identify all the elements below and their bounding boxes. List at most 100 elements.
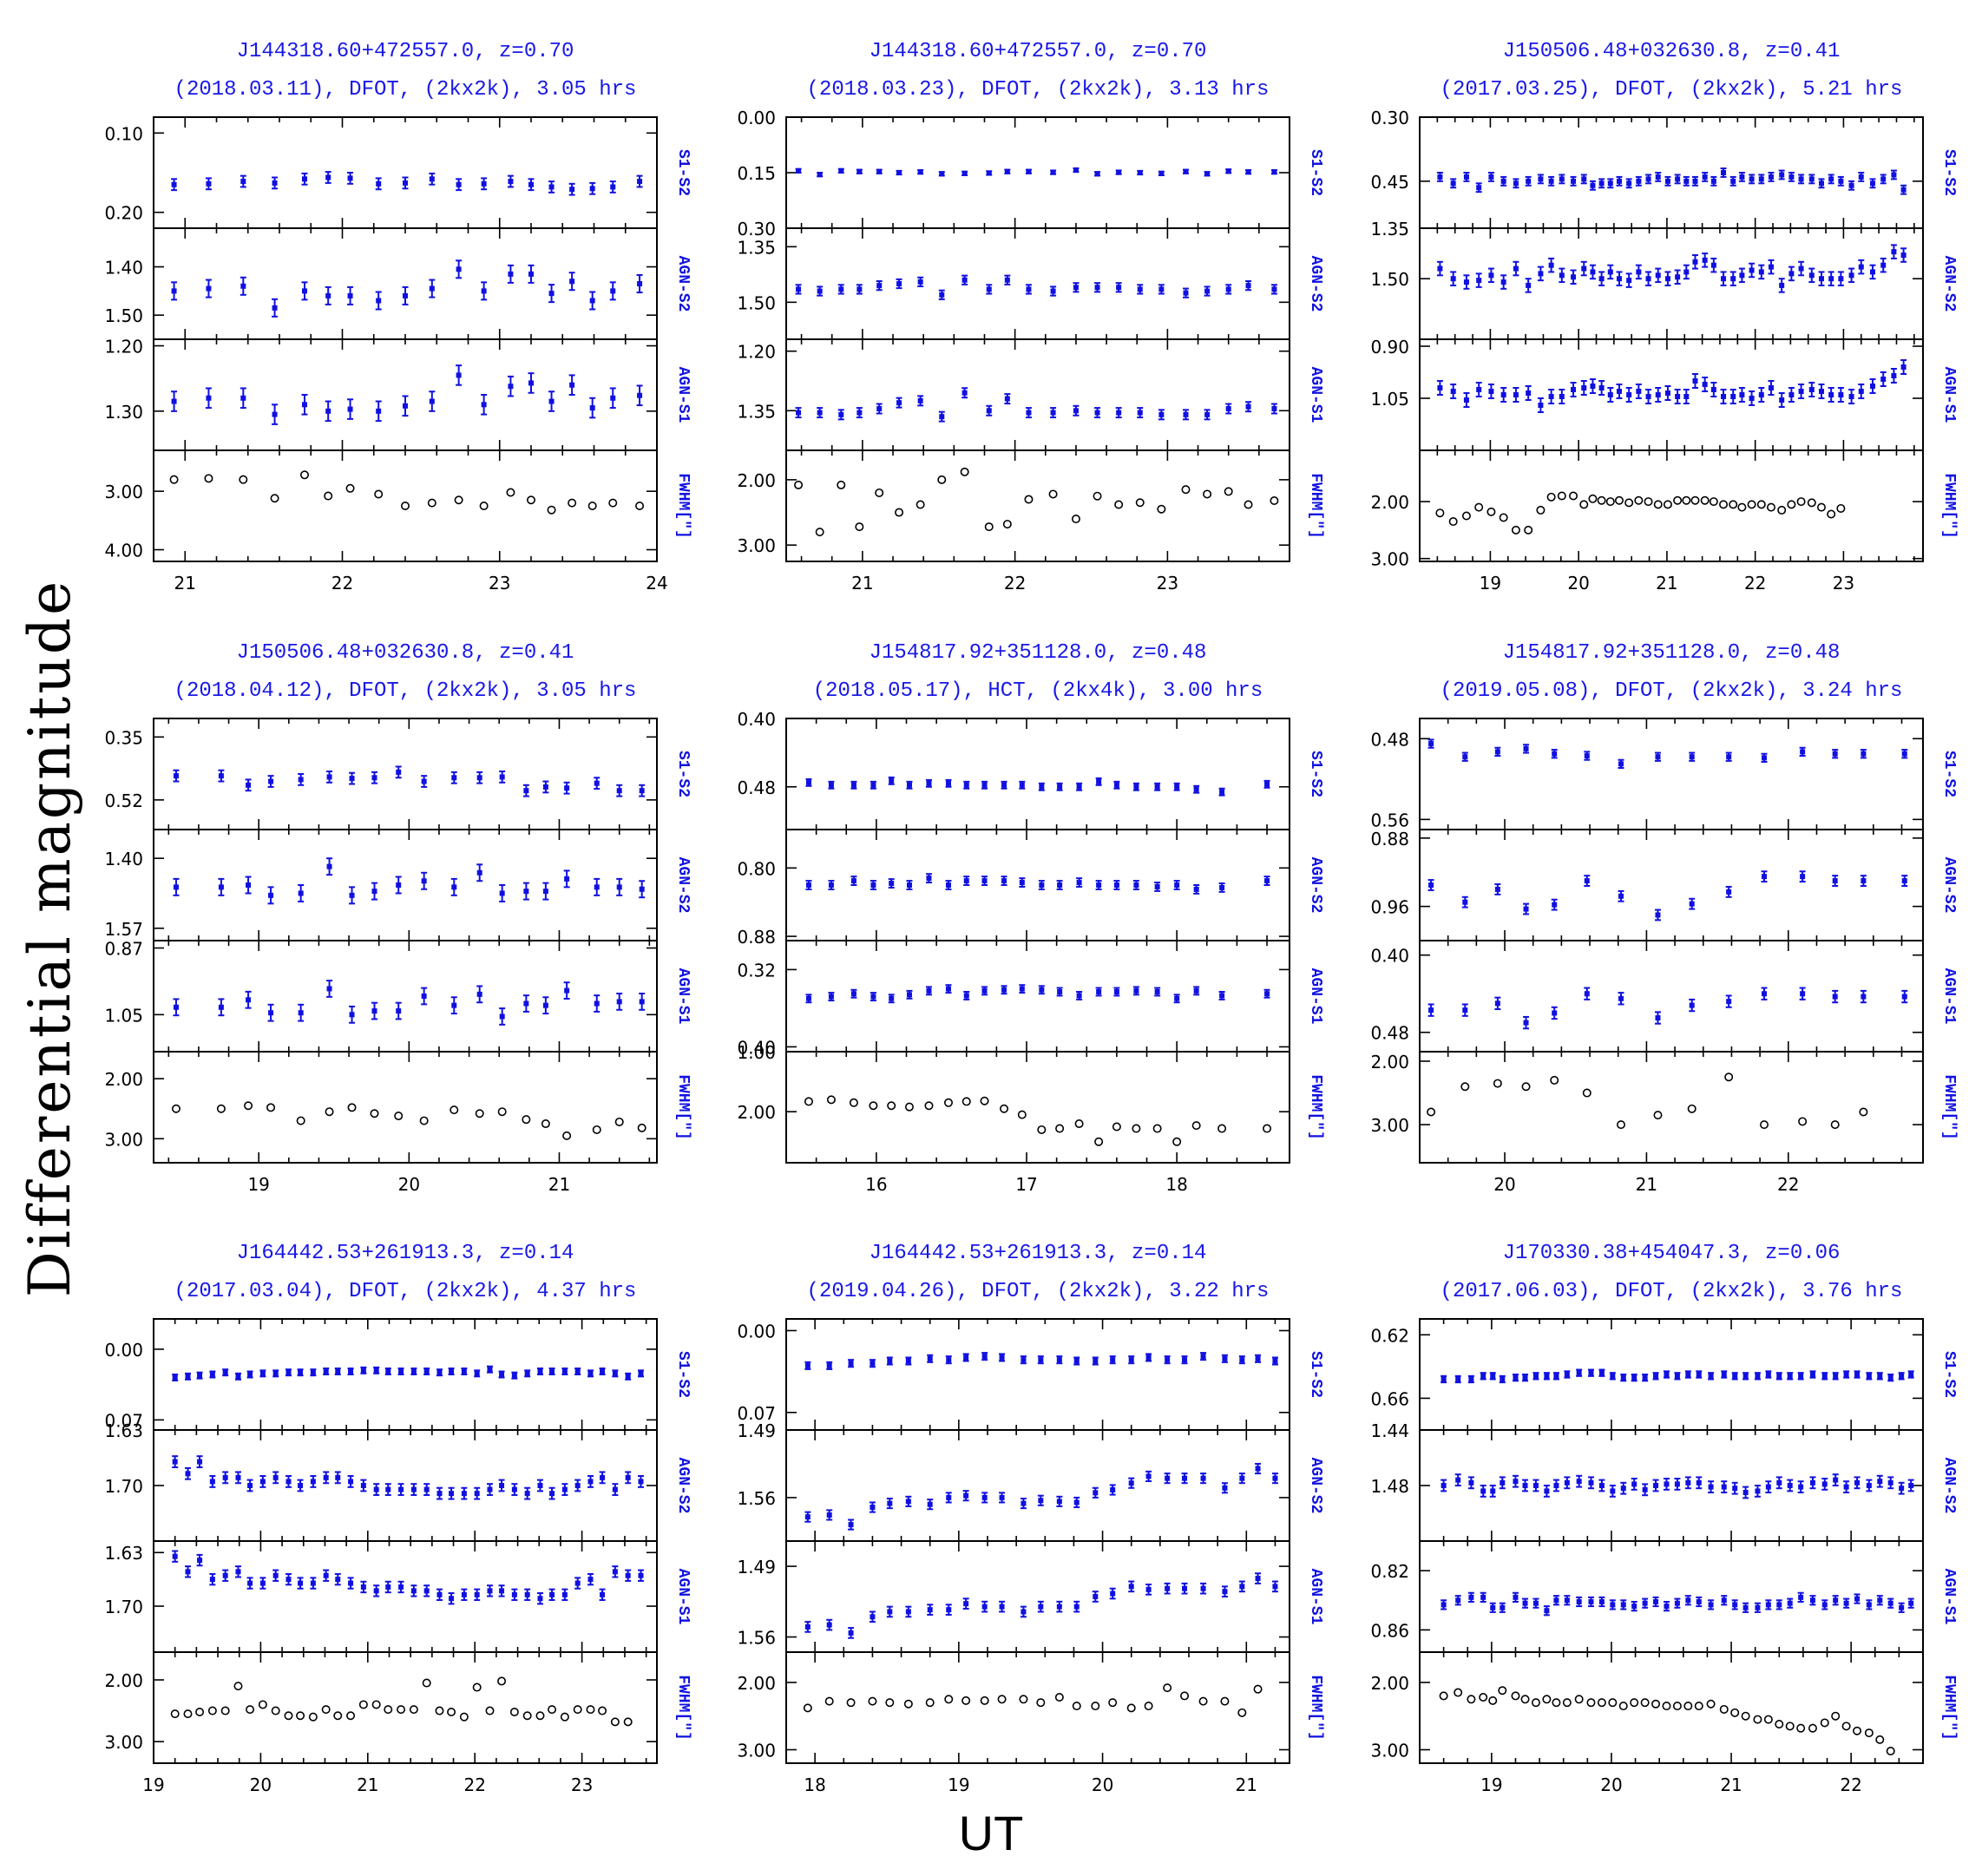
- y-tick-label: 0.62: [1370, 1325, 1409, 1346]
- data-point: [1272, 1584, 1278, 1590]
- y-tick-label: 0.07: [737, 1403, 776, 1424]
- fwhm-point: [1605, 497, 1615, 507]
- y-tick-label: 0.30: [1370, 108, 1409, 128]
- data-point: [499, 890, 505, 896]
- data-point: [963, 878, 969, 884]
- data-point: [870, 1614, 876, 1620]
- data-point: [1901, 878, 1907, 884]
- data-point: [1655, 1015, 1661, 1021]
- data-point: [1689, 1002, 1695, 1008]
- data-point: [981, 878, 988, 884]
- data-point: [1696, 1598, 1702, 1604]
- fwhm-point: [1511, 525, 1520, 535]
- y-tick-label: 0.30: [737, 219, 776, 239]
- subplot: 0.87 1.05 AGN-S1: [104, 939, 692, 1053]
- data-point: [1183, 168, 1189, 174]
- x-tick-label: 20: [1567, 573, 1589, 594]
- data-point: [1891, 172, 1897, 178]
- fwhm-point: [586, 1705, 595, 1715]
- data-point: [398, 1486, 404, 1492]
- data-point: [1848, 272, 1854, 279]
- data-point: [1584, 878, 1590, 884]
- fwhm-point: [409, 1705, 418, 1715]
- y-tick-label: 1.50: [1370, 269, 1409, 290]
- data-point: [1462, 899, 1468, 905]
- y-tick-label: 1.20: [737, 342, 776, 363]
- x-tick-label: 19: [948, 1774, 969, 1795]
- y-tick-label: 0.10: [104, 123, 143, 144]
- data-point: [1598, 180, 1605, 187]
- data-point: [1908, 1372, 1914, 1377]
- y-tick-label: 0.45: [1370, 172, 1409, 193]
- data-point: [1832, 751, 1838, 757]
- data-point: [487, 1367, 493, 1373]
- data-point: [1675, 176, 1681, 182]
- data-point: [1004, 396, 1010, 402]
- fwhm-point: [1588, 494, 1598, 503]
- fwhm-point: [598, 1706, 607, 1715]
- data-point: [939, 171, 945, 177]
- data-point: [600, 1368, 606, 1374]
- data-point: [876, 406, 883, 411]
- fwhm-point: [1224, 487, 1233, 496]
- data-point: [589, 298, 595, 304]
- data-point: [235, 1569, 241, 1575]
- data-point: [574, 1580, 581, 1586]
- data-point: [1607, 392, 1613, 397]
- data-point: [963, 782, 969, 788]
- data-point: [537, 1368, 543, 1374]
- y-tick-label: 1.30: [104, 402, 143, 423]
- series-label: AGN-S2: [1940, 857, 1958, 914]
- data-point: [1900, 253, 1907, 259]
- data-point: [1137, 170, 1143, 175]
- data-point: [259, 1479, 266, 1485]
- fwhm-point: [246, 1705, 255, 1715]
- fwhm-point: [623, 1717, 633, 1727]
- data-point: [1776, 1373, 1782, 1379]
- data-point: [1488, 272, 1494, 279]
- data-point: [1598, 276, 1605, 282]
- series-label: S1-S2: [674, 149, 692, 196]
- subplot-frame: [153, 116, 658, 229]
- data-point: [986, 286, 992, 292]
- subplot: 0.48 0.56 S1-S2: [1370, 718, 1958, 830]
- fwhm-point: [1427, 1107, 1436, 1117]
- x-tick-label: 23: [1157, 573, 1178, 594]
- data-point: [1721, 1484, 1727, 1490]
- data-point: [1073, 1604, 1080, 1610]
- data-point: [1039, 882, 1045, 888]
- subplot: 1.49 1.56 AGN-S2: [737, 1420, 1324, 1542]
- data-point: [1200, 1475, 1206, 1481]
- subplot: 1.20 1.30 AGN-S1: [104, 337, 692, 451]
- panel-subtitle: (2017.03.25), DFOT, (2kx2k), 5.21 hrs: [1441, 78, 1903, 102]
- y-tick-label: 2.00: [737, 1102, 776, 1123]
- data-point: [373, 1368, 379, 1374]
- data-point: [1001, 878, 1007, 884]
- data-point: [285, 1369, 292, 1375]
- series-label: S1-S2: [674, 1351, 692, 1398]
- data-point: [594, 1000, 600, 1007]
- fwhm-point: [980, 1096, 989, 1105]
- data-point: [461, 1591, 467, 1597]
- y-tick-label: 0.82: [1370, 1561, 1409, 1582]
- data-point: [848, 1361, 854, 1367]
- data-point: [1618, 761, 1624, 767]
- subplot: 0.30 0.45 S1-S2: [1370, 108, 1958, 229]
- data-point: [1165, 1357, 1171, 1363]
- fwhm-point: [506, 488, 515, 497]
- subplot-frame: [153, 1540, 658, 1653]
- data-point: [1708, 1484, 1714, 1490]
- data-point: [610, 288, 616, 294]
- y-tick-label: 3.00: [1370, 549, 1409, 570]
- fwhm-point: [1017, 1110, 1027, 1119]
- data-point: [856, 410, 863, 416]
- data-point: [1532, 1373, 1539, 1379]
- data-point: [1548, 178, 1554, 184]
- data-point: [1655, 392, 1661, 397]
- fwhm-point: [925, 1698, 935, 1708]
- data-point: [1548, 394, 1554, 399]
- fwhm-point: [541, 1119, 550, 1129]
- data-point: [906, 882, 912, 888]
- fwhm-point: [916, 500, 925, 509]
- fwhm-point: [526, 495, 535, 505]
